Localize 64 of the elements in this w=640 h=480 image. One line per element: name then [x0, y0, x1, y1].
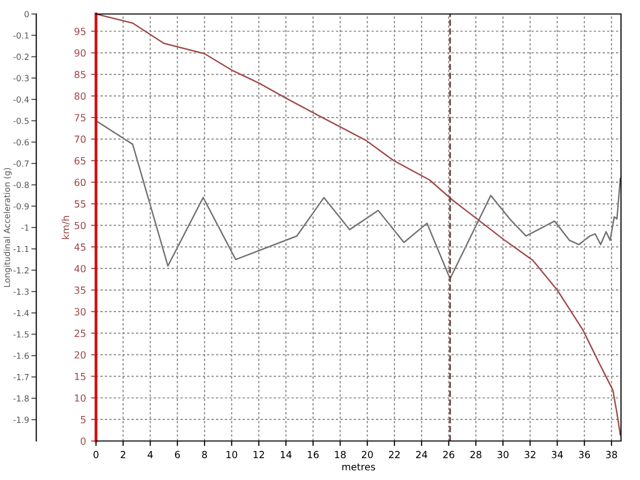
y2-tick-label: -0.8 [13, 182, 29, 188]
x-tick-label: 16 [308, 450, 319, 458]
y2-tick-label: -1.1 [13, 246, 29, 252]
y2-tick-label: 0 [24, 10, 29, 18]
y-tick-label: 95 [74, 28, 86, 36]
y2-tick-label: -1 [21, 224, 29, 231]
y-tick-label: 60 [74, 178, 86, 186]
x-tick-label: 26 [443, 450, 454, 458]
x-tick-label: 30 [498, 450, 509, 458]
y-tick-label: 65 [74, 157, 86, 164]
y2-tick-label: -1.8 [13, 395, 29, 402]
y2-tick-label: -0.7 [13, 160, 29, 167]
x-axis-title: metres [342, 463, 376, 470]
y-tick-label: 45 [74, 244, 86, 251]
y-tick-label: 5 [80, 416, 86, 424]
y-tick-label: 50 [74, 222, 86, 230]
y-tick-label: 55 [74, 200, 86, 208]
x-tick-label: 34 [552, 450, 563, 458]
y2-tick-label: -0.3 [13, 75, 29, 82]
y2-tick-label: -0.1 [13, 32, 29, 39]
y-tick-label: 0 [80, 437, 86, 445]
x-tick-label: 36 [578, 450, 590, 458]
x-tick-label: 14 [280, 451, 292, 458]
x-tick-label: 20 [362, 450, 373, 458]
y2-tick-label: -1.9 [13, 416, 29, 423]
y2-tick-label: -1.3 [13, 288, 29, 295]
y-tick-label: 25 [74, 330, 86, 338]
x-tick-label: 18 [335, 450, 346, 458]
line-series [96, 120, 621, 280]
y-tick-label: 35 [74, 286, 86, 294]
x-tick-label: 38 [606, 450, 618, 458]
x-tick-label: 4 [148, 451, 153, 458]
y2-tick-label: -0.9 [13, 203, 29, 210]
y2-tick-label: -0.2 [13, 54, 28, 60]
y-tick-label: 15 [74, 372, 86, 380]
x-tick-label: 28 [470, 450, 482, 458]
y-tick-label: 20 [74, 351, 86, 359]
y2-tick-label: -1.2 [13, 267, 28, 274]
y2-tick-label: -0.5 [13, 118, 29, 124]
y2-tick-label: -1.6 [13, 352, 29, 359]
y-tick-label: 30 [74, 308, 86, 316]
y-tick-label: 70 [74, 136, 86, 143]
x-tick-label: 6 [174, 450, 180, 458]
x-tick-label: 8 [202, 450, 207, 458]
x-tick-label: 2 [120, 450, 126, 458]
x-tick-label: 24 [416, 450, 428, 458]
y2-tick-label: -0.6 [13, 139, 29, 146]
y2-axis-title: Longitudinal Acceleration (g) [4, 168, 12, 287]
y-axis-title: km/h [62, 216, 70, 239]
y-tick-label: 85 [74, 70, 86, 78]
y2-tick-label: -1.4 [13, 310, 29, 316]
x-tick-label: 12 [254, 450, 264, 458]
x-tick-label: 10 [226, 450, 238, 458]
x-tick-label: 22 [388, 450, 400, 458]
y-tick-label: 75 [74, 114, 86, 122]
y-tick-label: 80 [74, 92, 86, 100]
y-tick-label: 40 [74, 264, 86, 272]
y2-tick-label: -0.4 [13, 96, 29, 103]
x-tick-label: 32 [524, 450, 536, 458]
x-tick-label: 0 [94, 450, 98, 458]
y2-tick-label: -1.5 [13, 331, 29, 338]
y-tick-label: 90 [74, 49, 86, 57]
y-tick-label: 10 [74, 394, 86, 402]
y2-tick-label: -1.7 [13, 374, 29, 380]
